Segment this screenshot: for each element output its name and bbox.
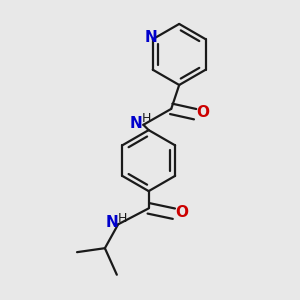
Text: N: N	[105, 215, 118, 230]
Text: N: N	[130, 116, 142, 131]
Text: O: O	[196, 105, 209, 120]
Text: H: H	[142, 112, 151, 125]
Text: N: N	[145, 30, 158, 45]
Text: O: O	[175, 205, 188, 220]
Text: H: H	[117, 212, 127, 225]
